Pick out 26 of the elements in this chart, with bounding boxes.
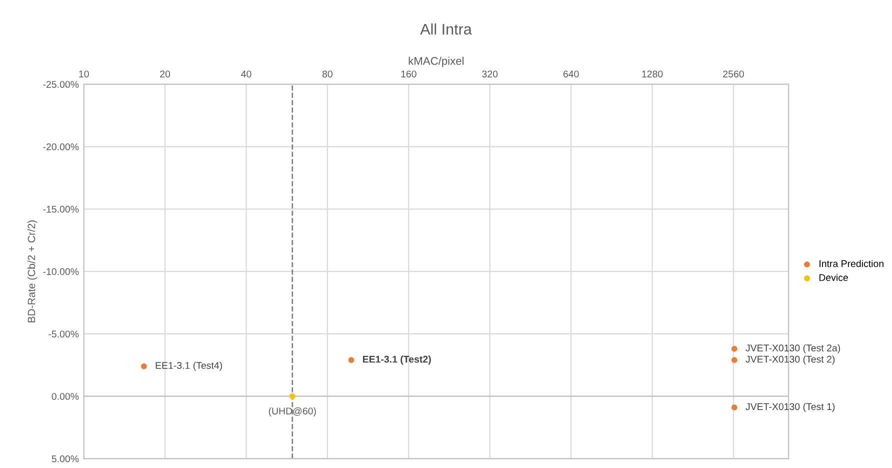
annotation: EE1-3.1 (Test2) (362, 356, 431, 365)
x-tick-label: 20 (160, 70, 170, 78)
y-tick-label: 0.00% (52, 392, 79, 400)
y-tick-label: -5.00% (48, 330, 79, 338)
x-axis-title: kMAC/pixel (408, 56, 464, 68)
annotation: JVET-X0130 (Test 2) (746, 356, 835, 365)
x-tick-label: 10 (79, 70, 89, 78)
x-tick-label: 320 (482, 70, 498, 78)
x-tick-label: 640 (563, 70, 579, 78)
x-tick-label: 80 (322, 70, 332, 78)
y-tick-label: 5.00% (52, 455, 79, 462)
annotation: JVET-X0130 (Test 2a) (746, 344, 840, 354)
y-tick-label: -25.00% (43, 80, 79, 88)
legend-label: Intra Prediction (820, 260, 884, 268)
y-axis-title: BD-Rate (Cb/2 + Cr/2) (28, 220, 38, 322)
annotation: JVET-X0130 (Test 1) (746, 402, 835, 412)
x-tick-label: 160 (401, 70, 416, 78)
x-tick-label: 1280 (642, 70, 663, 78)
y-tick-label: -15.00% (43, 206, 79, 213)
x-tick-label: 40 (241, 70, 252, 78)
annotation: EE1-3.1 (Test4) (156, 362, 222, 371)
x-tick-label: 2560 (723, 70, 744, 78)
chart-title: All Intra (420, 23, 472, 35)
legend-label: Device (819, 274, 848, 282)
y-tick-label: -10.00% (43, 268, 79, 276)
y-tick-label: -20.00% (43, 143, 79, 150)
